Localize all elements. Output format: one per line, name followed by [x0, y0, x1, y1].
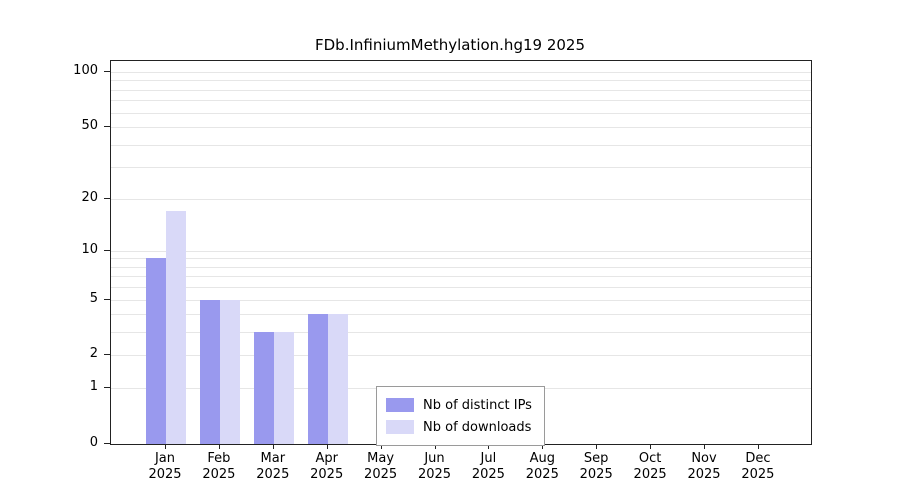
- y-tick: [104, 298, 110, 300]
- x-tick-label: Sep 2025: [579, 451, 613, 482]
- legend: Nb of distinct IPs Nb of downloads: [376, 386, 545, 446]
- legend-label-downloads: Nb of downloads: [423, 419, 532, 435]
- y-tick-label: 50: [81, 118, 98, 134]
- x-tick: [380, 444, 382, 449]
- x-tick: [218, 444, 220, 449]
- plot-area: Nb of distinct IPs Nb of downloads: [110, 60, 812, 446]
- y-tick: [104, 387, 110, 389]
- x-tick-label: May 2025: [364, 451, 398, 482]
- bar-distinct-ips-feb: [199, 299, 220, 444]
- x-tick-label: Oct 2025: [633, 451, 667, 482]
- x-tick-label: Feb 2025: [202, 451, 236, 482]
- gridline: [111, 332, 811, 334]
- y-tick-label: 100: [73, 63, 98, 78]
- gridline: [111, 287, 811, 289]
- bar-distinct-ips-jan: [146, 258, 166, 444]
- x-tick: [650, 444, 652, 449]
- y-tick: [104, 354, 110, 356]
- bar-downloads-feb: [219, 299, 240, 444]
- x-tick: [326, 444, 328, 449]
- x-tick: [165, 444, 166, 449]
- gridline: [111, 100, 811, 102]
- x-tick: [272, 444, 274, 449]
- x-tick-label: Jun 2025: [417, 451, 452, 482]
- x-tick-label: Dec 2025: [741, 451, 775, 482]
- y-tick-label: 1: [89, 379, 98, 395]
- bar-distinct-ips-mar: [253, 332, 274, 444]
- x-tick-label: Jan 2025: [148, 451, 182, 482]
- x-tick-label: Jul 2025: [471, 451, 505, 482]
- gridline: [111, 127, 811, 129]
- y-tick: [104, 126, 110, 128]
- x-tick: [596, 444, 598, 449]
- legend-item-downloads: Nb of downloads: [386, 416, 532, 438]
- gridline: [111, 80, 811, 82]
- gridline: [111, 72, 811, 73]
- gridline: [111, 258, 811, 260]
- x-tick: [542, 444, 544, 449]
- y-tick-label: 5: [89, 290, 98, 306]
- y-tick-label: 0: [89, 435, 98, 450]
- x-tick: [704, 444, 705, 449]
- y-tick: [104, 197, 110, 199]
- bar-downloads-apr: [327, 314, 348, 444]
- x-tick: [434, 444, 436, 449]
- legend-swatch-distinct-ips: [386, 398, 414, 412]
- y-tick: [104, 249, 110, 251]
- x-tick-label: Apr 2025: [310, 451, 344, 482]
- x-tick-label: Mar 2025: [256, 451, 290, 482]
- gridline: [111, 250, 811, 252]
- gridline: [111, 299, 811, 301]
- legend-item-distinct-ips: Nb of distinct IPs: [386, 394, 532, 416]
- gridline: [111, 276, 811, 278]
- gridline: [111, 355, 811, 357]
- y-tick-label: 10: [81, 241, 98, 257]
- legend-label-distinct-ips: Nb of distinct IPs: [423, 397, 532, 413]
- gridline: [111, 167, 811, 169]
- x-tick: [757, 444, 759, 449]
- gridline: [111, 144, 811, 146]
- y-tick-label: 20: [81, 189, 98, 205]
- y-tick: [104, 71, 110, 72]
- legend-swatch-downloads: [386, 420, 414, 434]
- gridline: [111, 89, 811, 91]
- gridline: [111, 198, 811, 200]
- y-tick: [104, 443, 110, 444]
- chart-title: FDb.InfiniumMethylation.hg19 2025: [315, 36, 585, 54]
- bar-distinct-ips-apr: [307, 314, 328, 444]
- y-tick-label: 2: [89, 346, 98, 362]
- gridline: [111, 112, 811, 114]
- x-tick-label: Aug 2025: [525, 451, 559, 482]
- bar-downloads-mar: [273, 332, 294, 444]
- gridline: [111, 266, 811, 268]
- bar-downloads-jan: [166, 211, 186, 444]
- x-tick: [488, 444, 490, 449]
- gridline: [111, 314, 811, 316]
- x-tick-label: Nov 2025: [687, 451, 721, 482]
